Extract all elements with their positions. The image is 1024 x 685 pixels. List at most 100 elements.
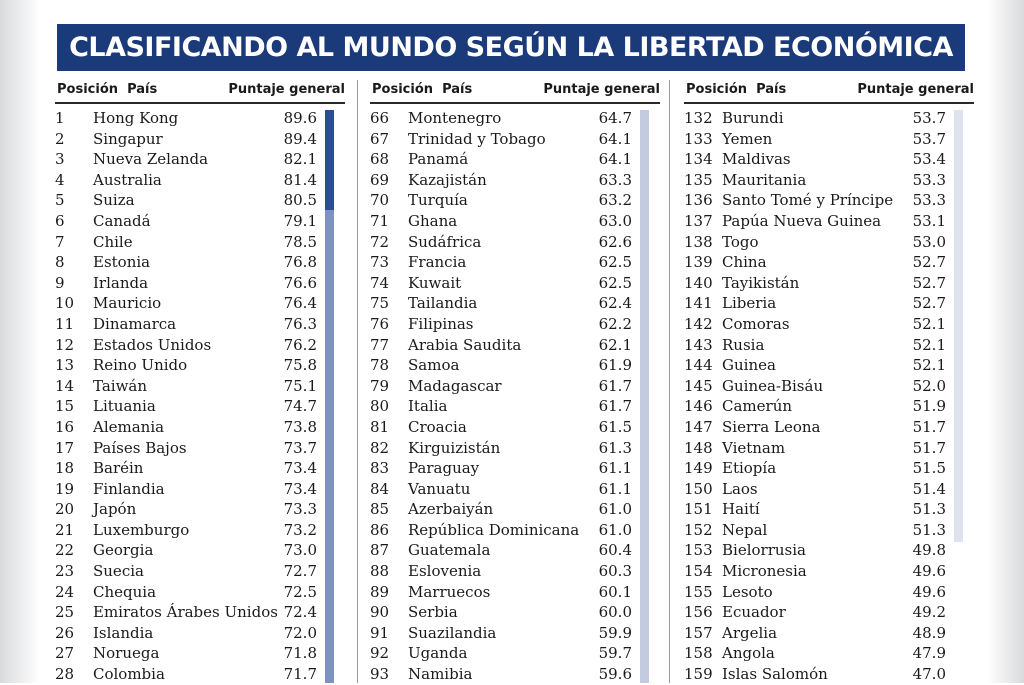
score-cell: 62.4 (598, 294, 632, 313)
score-cell: 72.0 (283, 623, 317, 642)
score-cell: 78.5 (283, 232, 317, 251)
rank-cell: 8 (55, 253, 65, 272)
table-row: 82 Kirguizistán 61.3 (370, 438, 660, 459)
country-cell: Laos (722, 479, 758, 498)
score-cell: 60.4 (598, 541, 632, 560)
table-row: 7 Chile 78.5 (55, 232, 345, 253)
score-cell: 81.4 (283, 170, 317, 189)
rank-cell: 158 (684, 644, 713, 663)
country-cell: Emiratos Árabes Unidos (93, 603, 278, 622)
rank-cell: 149 (684, 459, 713, 478)
rank-cell: 91 (370, 623, 390, 642)
table-row: 26 Islandia 72.0 (55, 623, 345, 644)
country-cell: Singapur (93, 129, 163, 148)
country-cell: Chile (93, 232, 133, 251)
score-cell: 73.3 (283, 500, 317, 519)
country-cell: Italia (408, 397, 448, 416)
score-cell: 52.1 (912, 314, 946, 333)
column-header: Posición País Puntaje general (684, 80, 974, 104)
score-cell: 76.3 (283, 314, 317, 333)
table-row: 14 Taiwán 75.1 (55, 376, 345, 397)
table-row: 135 Mauritania 53.3 (684, 170, 974, 191)
score-cell: 73.0 (283, 541, 317, 560)
country-cell: Paraguay (408, 459, 480, 478)
country-cell: Madagascar (408, 376, 502, 395)
rank-cell: 139 (684, 253, 713, 272)
score-bar-light (640, 110, 649, 683)
rank-cell: 67 (370, 129, 390, 148)
country-cell: Micronesia (722, 562, 807, 581)
table-row: 89 Marruecos 60.1 (370, 582, 660, 603)
rank-cell: 143 (684, 335, 713, 354)
table-row: 153 Bielorrusia 49.8 (684, 540, 974, 561)
country-cell: Mauricio (93, 294, 162, 313)
table-row: 5 Suiza 80.5 (55, 190, 345, 211)
table-row: 74 Kuwait 62.5 (370, 273, 660, 294)
score-cell: 51.9 (912, 397, 946, 416)
table-row: 90 Serbia 60.0 (370, 602, 660, 623)
score-cell: 82.1 (283, 150, 317, 169)
page-shadow-right (988, 0, 1024, 683)
country-cell: Kazajistán (408, 170, 487, 189)
table-row: 132 Burundi 53.7 (684, 108, 974, 129)
table-row: 151 Haití 51.3 (684, 499, 974, 520)
table-row: 11 Dinamarca 76.3 (55, 314, 345, 335)
country-cell: China (722, 253, 767, 272)
score-cell: 89.6 (283, 109, 317, 127)
score-cell: 61.5 (598, 417, 632, 436)
table-row: 73 Francia 62.5 (370, 252, 660, 273)
country-cell: Colombia (93, 665, 165, 684)
header-position: Posición (372, 82, 434, 97)
score-cell: 52.1 (912, 335, 946, 354)
rank-cell: 82 (370, 438, 390, 457)
table-row: 142 Comoras 52.1 (684, 314, 974, 335)
header-score: Puntaje general (543, 82, 660, 97)
country-cell: Namibia (408, 665, 473, 684)
score-cell: 73.7 (283, 438, 317, 457)
country-cell: Togo (722, 232, 759, 251)
score-cell: 61.1 (598, 479, 632, 498)
table-row: 136 Santo Tomé y Príncipe 53.3 (684, 190, 974, 211)
score-cell: 80.5 (283, 191, 317, 210)
table-row: 8 Estonia 76.8 (55, 252, 345, 273)
score-cell: 59.9 (598, 623, 632, 642)
rank-cell: 1 (55, 109, 65, 127)
column-header: Posición País Puntaje general (55, 80, 345, 104)
table-row: 72 Sudáfrica 62.6 (370, 232, 660, 253)
score-cell: 53.1 (912, 211, 946, 230)
score-cell: 53.4 (912, 150, 946, 169)
table-row: 71 Ghana 63.0 (370, 211, 660, 232)
score-cell: 62.2 (598, 314, 632, 333)
score-cell: 51.7 (912, 438, 946, 457)
country-cell: Bielorrusia (722, 541, 806, 560)
column-divider (669, 80, 670, 683)
country-cell: Mauritania (722, 170, 807, 189)
page-title: CLASIFICANDO AL MUNDO SEGÚN LA LIBERTAD … (57, 24, 965, 71)
country-cell: Marruecos (408, 582, 491, 601)
country-cell: Ghana (408, 211, 458, 230)
score-cell: 62.1 (598, 335, 632, 354)
country-cell: Baréin (93, 459, 144, 478)
score-cell: 49.6 (912, 562, 946, 581)
country-cell: Croacia (408, 417, 467, 436)
table-row: 143 Rusia 52.1 (684, 335, 974, 356)
rank-cell: 70 (370, 191, 390, 210)
rank-cell: 2 (55, 129, 65, 148)
country-cell: Guinea-Bisáu (722, 376, 824, 395)
score-cell: 73.4 (283, 459, 317, 478)
table-row: 84 Vanuatu 61.1 (370, 479, 660, 500)
table-row: 1 Hong Kong 89.6 (55, 108, 345, 129)
table-row: 137 Papúa Nueva Guinea 53.1 (684, 211, 974, 232)
score-cell: 61.0 (598, 500, 632, 519)
rank-cell: 87 (370, 541, 390, 560)
rank-cell: 151 (684, 500, 713, 519)
table-row: 157 Argelia 48.9 (684, 623, 974, 644)
rank-cell: 4 (55, 170, 65, 189)
rank-cell: 132 (684, 109, 713, 127)
table-row: 85 Azerbaiyán 61.0 (370, 499, 660, 520)
table-row: 92 Uganda 59.7 (370, 643, 660, 664)
score-cell: 71.7 (283, 665, 317, 684)
score-cell: 53.3 (912, 191, 946, 210)
country-cell: Tayikistán (722, 273, 800, 292)
score-cell: 48.9 (912, 623, 946, 642)
